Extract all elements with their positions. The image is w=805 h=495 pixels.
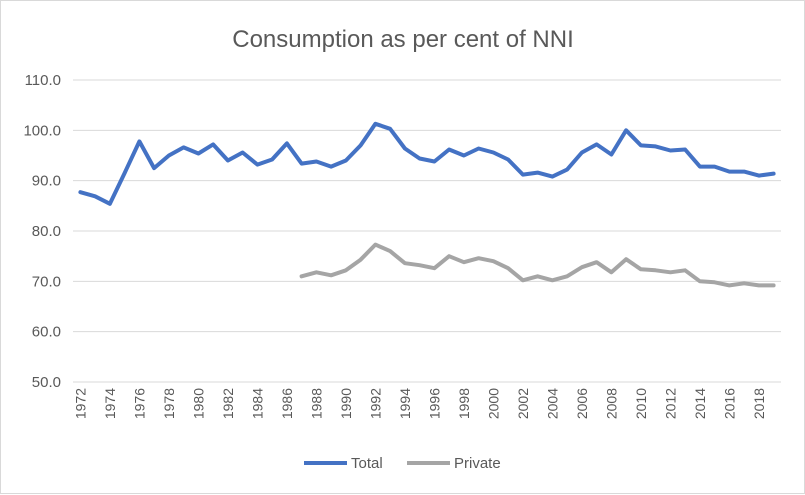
x-tick-label: 1986	[279, 388, 295, 419]
y-tick-label: 50.0	[32, 374, 61, 391]
x-tick-label: 1992	[367, 388, 383, 419]
legend-label-total: Total	[351, 455, 383, 472]
y-tick-label: 110.0	[25, 72, 61, 89]
x-tick-label: 1982	[220, 388, 236, 419]
y-tick-label: 80.0	[32, 223, 61, 240]
x-tick-label: 2018	[751, 388, 767, 419]
gridlines	[73, 79, 781, 383]
x-tick-label: 1990	[338, 388, 354, 419]
chart-title: Consumption as per cent of NNI	[232, 26, 574, 53]
x-axis-ticks: 1972 1974 1976 1978 1980 1982 1984 1986 1988 1990…	[72, 388, 767, 419]
y-tick-label: 90.0	[32, 173, 61, 190]
x-tick-label: 1976	[131, 388, 147, 419]
x-tick-label: 1972	[72, 388, 88, 419]
x-tick-label: 2008	[603, 388, 619, 419]
x-tick-label: 2006	[574, 388, 590, 419]
x-tick-label: 1998	[456, 388, 472, 419]
x-tick-label: 1996	[426, 388, 442, 419]
legend-label-private: Private	[454, 455, 501, 472]
series-line-private	[299, 242, 776, 288]
y-tick-label: 100.0	[23, 122, 61, 139]
x-tick-label: 1980	[190, 388, 206, 419]
x-tick-label: 1974	[102, 388, 118, 419]
series-lines	[78, 121, 776, 288]
x-tick-label: 2016	[721, 388, 737, 419]
x-tick-label: 2010	[633, 388, 649, 419]
y-tick-label: 70.0	[32, 273, 61, 290]
x-tick-label: 1988	[308, 388, 324, 419]
x-tick-label: 2004	[544, 388, 560, 419]
x-tick-label: 1994	[397, 388, 413, 419]
y-tick-label: 60.0	[32, 324, 61, 341]
y-axis-ticks: 50.0 60.0 70.0 80.0 90.0 100.0 110.0	[23, 72, 61, 391]
series-line-total	[78, 121, 776, 206]
x-tick-label: 2014	[692, 388, 708, 419]
x-tick-label: 2012	[662, 388, 678, 419]
x-tick-label: 1984	[249, 388, 265, 419]
x-tick-label: 2002	[515, 388, 531, 419]
x-tick-label: 2000	[485, 388, 501, 419]
legend: Total Private	[304, 455, 501, 472]
x-tick-label: 1978	[161, 388, 177, 419]
